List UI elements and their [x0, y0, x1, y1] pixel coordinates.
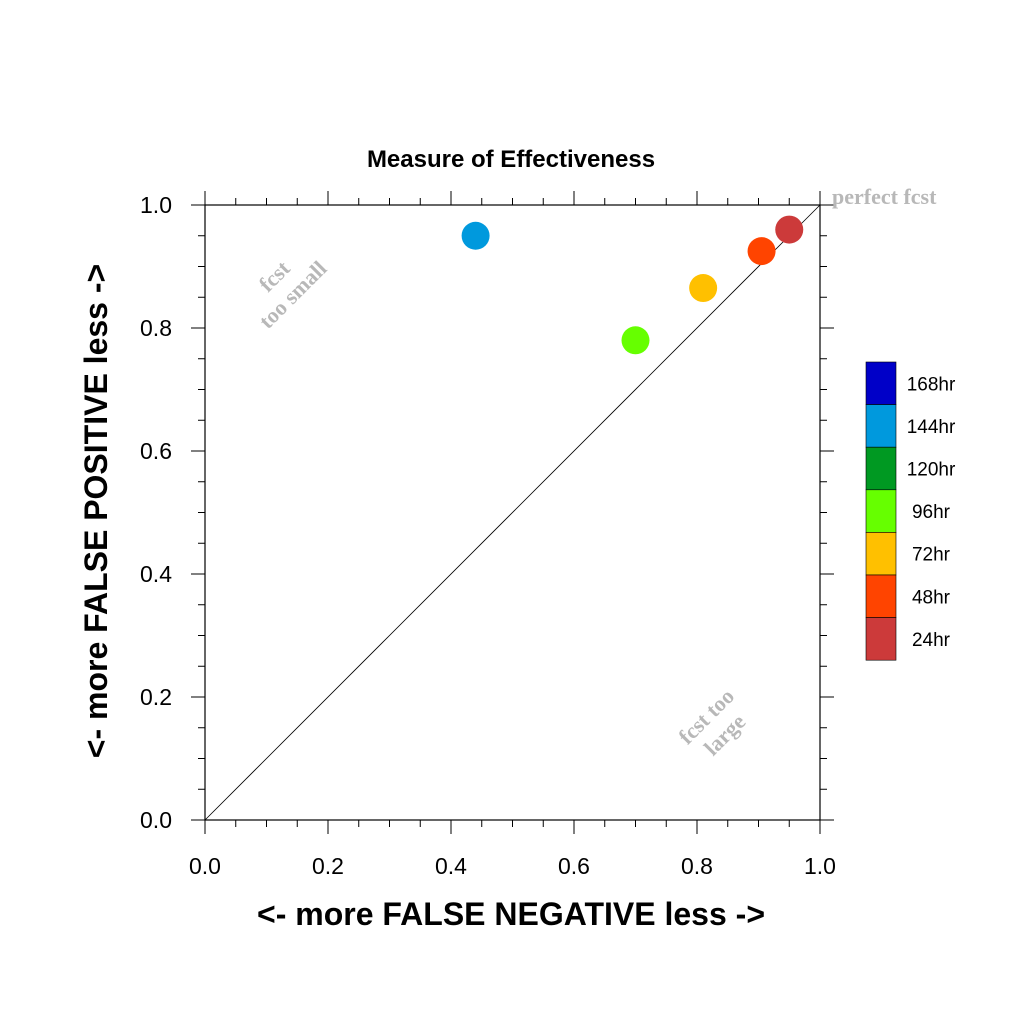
annotation-perfect-fcst: perfect fcst: [832, 184, 937, 209]
x-tick-label: 1.0: [804, 853, 836, 879]
legend-label-144hr: 144hr: [907, 417, 956, 438]
y-tick-label: 0.6: [140, 438, 172, 464]
point-72hr: [689, 274, 718, 303]
legend-swatch-96hr: [865, 489, 897, 533]
x-tick-label: 0.4: [435, 853, 467, 879]
x-tick-label: 0.2: [312, 853, 344, 879]
y-tick-label: 0.2: [140, 684, 172, 710]
legend-label-96hr: 96hr: [912, 502, 951, 523]
legend-swatch-120hr: [865, 446, 897, 491]
reference-diagonal-line: [204, 204, 821, 821]
legend-swatch-48hr: [865, 574, 897, 618]
x-axis-label: <- more FALSE NEGATIVE less ->: [257, 896, 765, 932]
legend-swatch-72hr: [865, 532, 897, 576]
legend-label-72hr: 72hr: [912, 545, 951, 566]
x-tick-label: 0.8: [681, 853, 713, 879]
chart-title: Measure of Effectiveness: [367, 146, 655, 173]
legend-swatch-168hr: [865, 361, 897, 405]
y-tick-label: 1.0: [140, 192, 172, 218]
point-144hr: [461, 221, 490, 250]
annotation-fcst-too-large: fcst too large: [673, 683, 750, 760]
legend-label-168hr: 168hr: [907, 374, 956, 395]
y-tick-label: 0.8: [140, 315, 172, 341]
point-24hr: [775, 215, 804, 244]
legend-swatch-144hr: [865, 404, 897, 448]
y-tick-label: 0.0: [140, 807, 172, 833]
y-axis-label: <- more FALSE POSITIVE less ->: [78, 264, 114, 758]
legend-swatch-24hr: [865, 617, 897, 661]
legend-label-24hr: 24hr: [912, 630, 951, 651]
point-96hr: [621, 326, 650, 355]
legend-label-120hr: 120hr: [907, 460, 956, 481]
annotation-fcst-too-small: fcst too small: [254, 255, 332, 333]
x-tick-label: 0.6: [558, 853, 590, 879]
point-48hr: [747, 237, 776, 266]
x-tick-label: 0.0: [189, 853, 221, 879]
y-tick-label: 0.4: [140, 561, 172, 587]
legend-label-48hr: 48hr: [912, 587, 951, 608]
